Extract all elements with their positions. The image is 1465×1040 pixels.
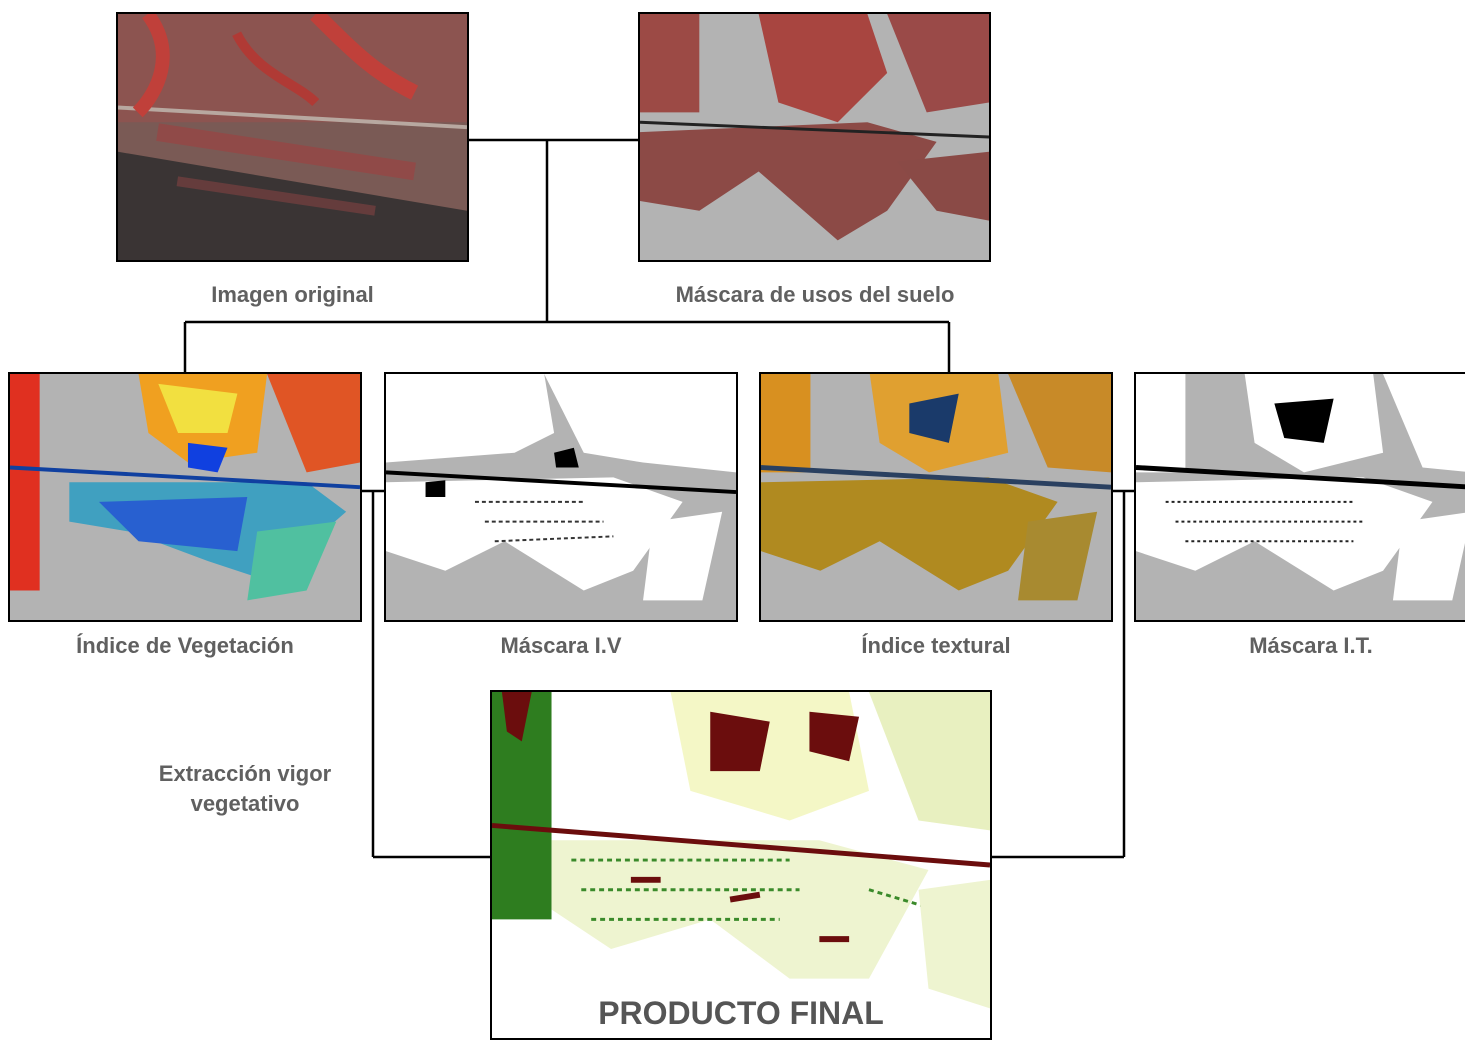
ti-mask-image <box>1136 374 1465 620</box>
final-product-image <box>492 692 990 1038</box>
caption-land-use-mask: Máscara de usos del suelo <box>675 282 955 307</box>
extraction-label-line2: vegetativo <box>190 791 300 816</box>
vi-mask-image <box>386 374 736 620</box>
texture-index-panel <box>759 372 1113 622</box>
vi-mask-panel <box>384 372 738 622</box>
texture-index-image <box>761 374 1111 620</box>
original-image-panel <box>116 12 469 262</box>
land-use-mask-image <box>640 14 989 260</box>
caption-original: Imagen original <box>211 282 374 307</box>
final-product-panel: PRODUCTO FINAL <box>490 690 992 1040</box>
extraction-label-line1: Extracción vigor <box>158 761 332 786</box>
extraction-label: Extracción vigor vegetativo <box>120 761 370 817</box>
satellite-image <box>118 14 467 260</box>
vegetation-index-panel <box>8 372 362 622</box>
caption-texture-index: Índice textural <box>861 633 1011 658</box>
caption-vegetation-index: Índice de Vegetación <box>76 633 294 658</box>
final-product-title: PRODUCTO FINAL <box>598 995 884 1031</box>
land-use-mask-panel <box>638 12 991 262</box>
caption-vi-mask: Máscara I.V <box>500 633 622 658</box>
ti-mask-panel <box>1134 372 1465 622</box>
caption-ti-mask: Máscara I.T. <box>1249 633 1373 658</box>
vegetation-index-image <box>10 374 360 620</box>
